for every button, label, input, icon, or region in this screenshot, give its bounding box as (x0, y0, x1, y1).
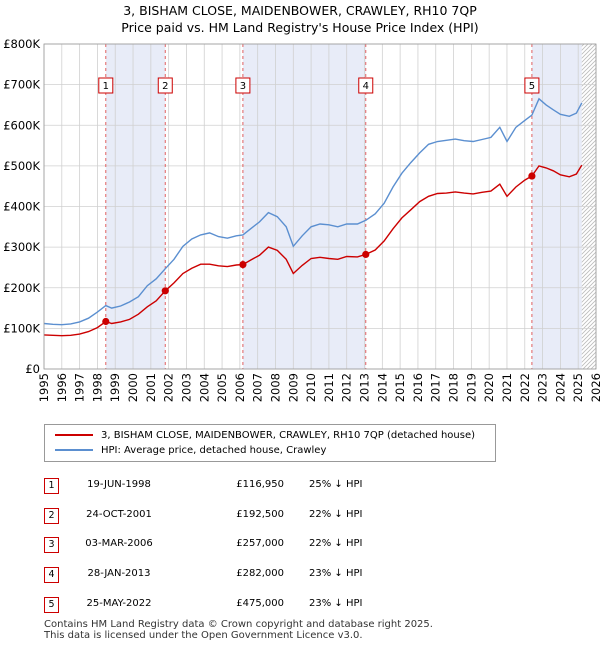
series-line (43, 97, 583, 326)
sale-date: 25-MAY-2022 (86, 598, 152, 609)
sale-row: 4 28-JAN-2013 £282,000 23% ↓ HPI (44, 567, 444, 583)
sale-price: £192,500 (236, 509, 284, 520)
sale-hpi-diff: 23% ↓ HPI (309, 568, 363, 579)
sale-marker-box (157, 77, 173, 94)
sale-marker-box (235, 77, 251, 94)
sale-price: £257,000 (236, 538, 284, 549)
x-tick-label: 2020 (482, 373, 496, 402)
x-tick-label: 2002 (162, 373, 176, 402)
sale-hpi-diff: 25% ↓ HPI (309, 479, 363, 490)
sale-price: £282,000 (236, 568, 284, 579)
legend-property-label: 3, BISHAM CLOSE, MAIDENBOWER, CRAWLEY, R… (101, 430, 476, 441)
sale-marker-label: 2 (162, 81, 168, 92)
x-tick-label: 2025 (571, 373, 585, 402)
sale-number: 1 (44, 478, 59, 494)
y-tick-label: £0 (25, 362, 40, 376)
x-tick-label: 2000 (126, 373, 140, 402)
y-tick-label: £800K (3, 37, 40, 51)
plot-border (43, 43, 597, 370)
sale-point (102, 317, 110, 326)
sale-point (161, 287, 169, 295)
x-tick-label: 2018 (447, 373, 461, 402)
sale-row: 5 25-MAY-2022 £475,000 23% ↓ HPI (44, 597, 444, 613)
x-tick-label: 2017 (429, 373, 443, 402)
legend-hpi-label: HPI: Average price, detached house, Craw… (101, 445, 327, 456)
chart-title: 3, BISHAM CLOSE, MAIDENBOWER, CRAWLEY, R… (123, 3, 477, 18)
sale-marker-label: 4 (363, 81, 369, 92)
series-line (43, 164, 583, 337)
x-tick-label: 2007 (251, 373, 265, 402)
sale-row: 1 19-JUN-1998 £116,950 25% ↓ HPI (44, 478, 444, 494)
x-tick-label: 2009 (286, 373, 300, 402)
x-tick-label: 2023 (536, 373, 550, 402)
legend-hpi: HPI: Average price, detached house, Craw… (55, 444, 326, 458)
x-tick-label: 2014 (375, 373, 389, 402)
x-tick-label: 1995 (37, 373, 51, 402)
sale-hpi-diff: 22% ↓ HPI (309, 538, 363, 549)
x-tick-label: 2005 (215, 373, 229, 402)
sale-row: 2 24-OCT-2001 £192,500 22% ↓ HPI (44, 508, 444, 524)
x-tick-label: 2026 (589, 373, 600, 402)
sale-marker-label: 1 (103, 81, 109, 92)
sale-marker-box (358, 77, 374, 94)
x-tick-label: 2006 (233, 373, 247, 402)
sale-number: 3 (44, 537, 59, 553)
x-tick-label: 1997 (73, 373, 87, 402)
sale-date: 03-MAR-2006 (85, 538, 153, 549)
x-tick-label: 2004 (197, 373, 211, 402)
sale-number: 2 (44, 508, 59, 524)
sale-hpi-diff: 22% ↓ HPI (309, 509, 363, 520)
sale-number: 5 (44, 597, 59, 613)
sale-marker-label: 5 (529, 81, 535, 92)
y-tick-label: £300K (3, 240, 40, 254)
sale-date: 28-JAN-2013 (87, 568, 151, 579)
x-tick-label: 2001 (144, 373, 158, 402)
x-tick-label: 2021 (500, 373, 514, 402)
legend-property: 3, BISHAM CLOSE, MAIDENBOWER, CRAWLEY, R… (55, 429, 475, 443)
legend-property-swatch (55, 434, 93, 436)
chart-subtitle: Price paid vs. HM Land Registry's House … (121, 20, 479, 35)
x-tick-label: 1996 (55, 373, 69, 402)
x-tick-label: 2013 (358, 373, 372, 402)
x-tick-label: 2019 (464, 373, 478, 402)
footer-copyright: Contains HM Land Registry data © Crown c… (44, 619, 433, 630)
x-tick-label: 2022 (518, 373, 532, 402)
y-tick-label: £400K (3, 200, 40, 214)
sale-date: 24-OCT-2001 (86, 509, 152, 520)
sale-marker-label: 3 (240, 81, 246, 92)
sale-hpi-diff: 23% ↓ HPI (309, 598, 363, 609)
x-tick-label: 2003 (179, 373, 193, 402)
sale-point (362, 250, 370, 259)
x-tick-label: 1999 (108, 373, 122, 402)
x-tick-label: 2016 (411, 373, 425, 402)
legend-hpi-swatch (55, 449, 93, 451)
sale-price: £475,000 (236, 598, 284, 609)
sale-price: £116,950 (236, 479, 284, 490)
y-tick-label: £700K (3, 78, 40, 92)
sale-marker-box (524, 77, 540, 94)
y-tick-label: £200K (3, 281, 40, 295)
x-tick-label: 2011 (322, 373, 336, 402)
x-tick-label: 2024 (553, 373, 567, 402)
sale-number: 4 (44, 567, 59, 583)
x-tick-label: 1998 (90, 373, 104, 402)
y-tick-label: £600K (3, 118, 40, 132)
chart-legend: 3, BISHAM CLOSE, MAIDENBOWER, CRAWLEY, R… (44, 424, 496, 462)
x-tick-label: 2012 (340, 373, 354, 402)
sale-date: 19-JUN-1998 (87, 479, 151, 490)
x-tick-label: 2010 (304, 373, 318, 402)
x-tick-label: 2015 (393, 373, 407, 402)
x-tick-label: 2008 (268, 373, 282, 402)
footer-licence: This data is licensed under the Open Gov… (44, 630, 363, 641)
y-tick-label: £500K (3, 159, 40, 173)
price-chart: £0 £100K £200K £300K £400K £500K £600K £700K £80… (3, 37, 600, 402)
sale-row: 3 03-MAR-2006 £257,000 22% ↓ HPI (44, 537, 444, 553)
sale-point (239, 260, 247, 269)
y-tick-label: £100K (3, 321, 40, 335)
sale-point (528, 172, 536, 180)
sale-marker-box (98, 77, 114, 94)
